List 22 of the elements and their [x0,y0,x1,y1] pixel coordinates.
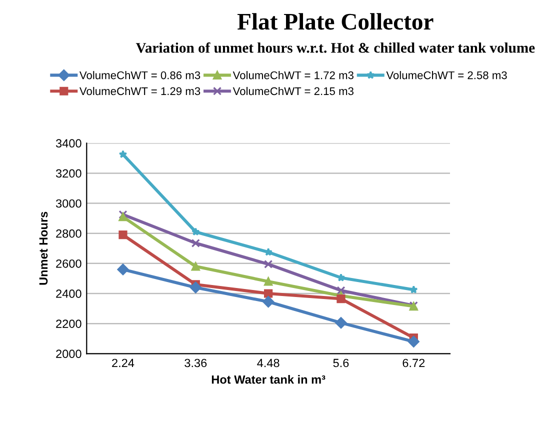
y-axis-title: Unmet Hours [39,212,48,285]
legend-label: VolumeChWT = 0.86 m3 [79,71,200,80]
y-tick-label: 3200 [56,169,82,178]
x-tick-label: 2.24 [112,358,134,368]
y-tick-label: 3000 [56,199,82,208]
legend-label: VolumeChWT = 1.72 m3 [232,71,354,80]
y-tick-label: 2800 [56,229,82,238]
x-tick-label: 4.48 [257,358,280,368]
legend-label: VolumeChWT = 1.29 m3 [79,86,200,96]
x-axis-title: Hot Water tank in m³ [212,375,326,384]
x-tick-label: 6.72 [402,358,425,368]
y-tick-label: 2600 [56,259,82,268]
chart-title: Flat Plate Collector [237,13,434,30]
y-tick-label: 2000 [56,350,82,358]
legend-label: VolumeChWT = 2.15 m3 [232,86,354,96]
legend-label: VolumeChWT = 2.58 m3 [386,71,507,80]
x-tick-label: 3.36 [184,358,207,368]
chart-subtitle: Variation of unmet hours w.r.t. Hot & chilled water tank volume [136,42,535,53]
x-tick-label: 5.6 [333,358,349,368]
y-tick-label: 3400 [56,139,82,148]
y-tick-label: 2200 [56,320,82,328]
y-tick-label: 2400 [56,290,82,298]
